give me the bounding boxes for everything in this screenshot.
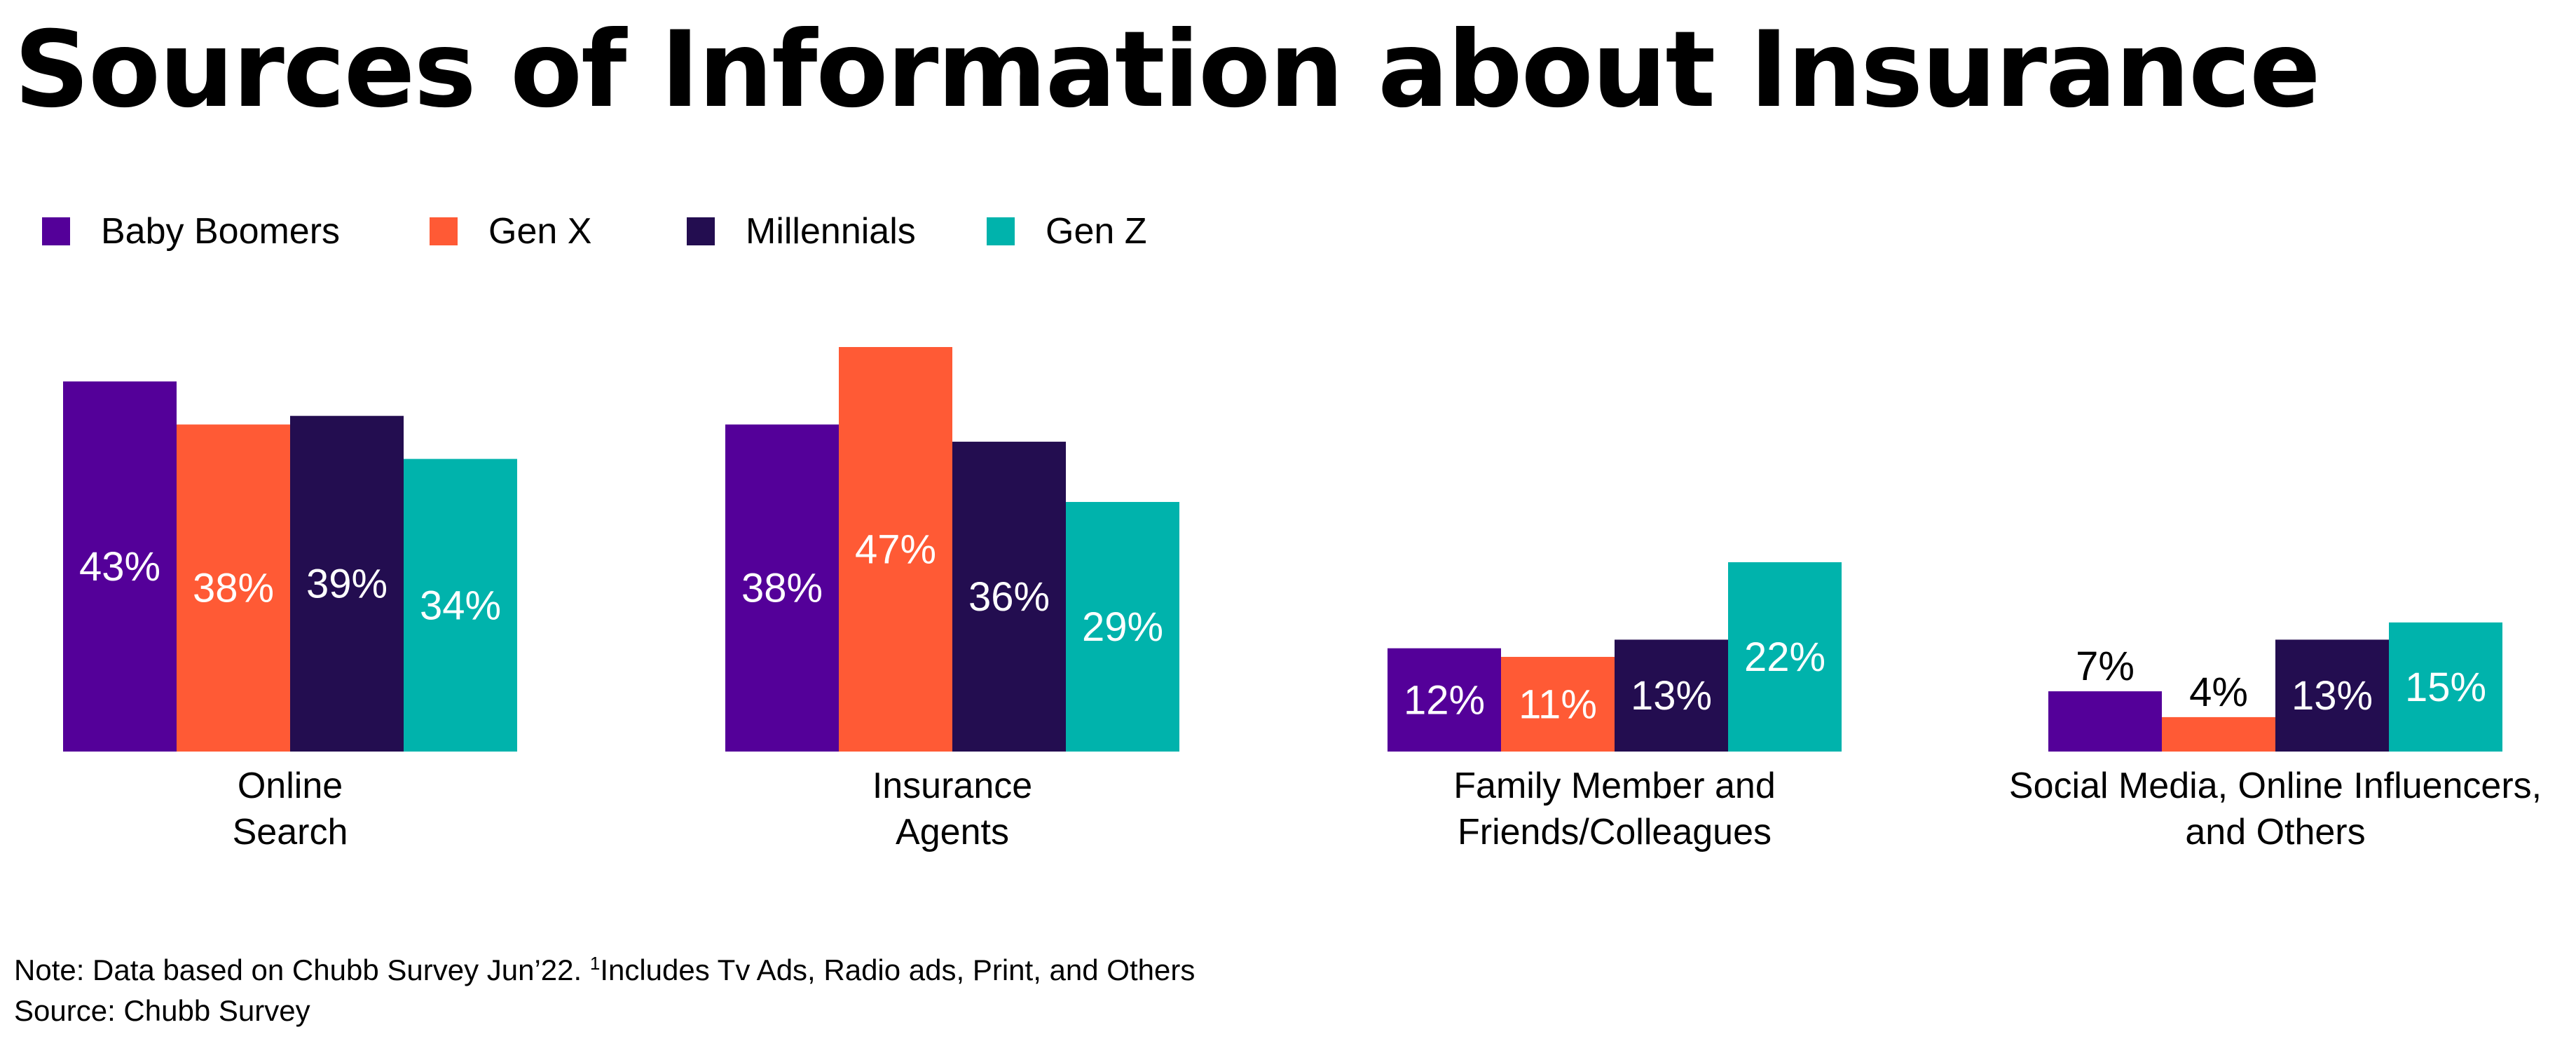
category-label-insurance-agents-line-2: Agents [896,812,1009,853]
bar-social-media-millennials [2275,639,2389,752]
data-label-online-search-gen-x: 38% [193,566,274,611]
data-label-social-media-gen-x: 4% [2189,670,2248,715]
category-label-online-search-line-1: Online [238,766,343,806]
data-label-family-friends-millennials: 13% [1631,673,1712,719]
footnote-note: Note: Data based on Chubb Survey Jun’22.… [14,943,1195,991]
bar-online-search-gen-z [404,459,517,752]
bar-social-media-gen-z [2389,622,2502,752]
legend-swatch-gen-z [987,217,1015,245]
category-label-family-friends-line-1: Family Member and [1453,766,1775,806]
bar-family-friends-gen-x [1501,656,1615,752]
data-label-family-friends-gen-x: 11% [1519,681,1597,727]
bar-social-media-gen-x [2162,716,2275,752]
bar-insurance-agents-baby-boomers [725,424,839,752]
footnote-superscript: 1 [589,953,601,974]
bar-insurance-agents-gen-z [1066,501,1179,752]
legend-label-gen-x: Gen X [488,211,592,252]
bar-insurance-agents-gen-x [839,347,952,752]
data-label-online-search-baby-boomers: 43% [79,544,160,590]
data-label-insurance-agents-millennials: 36% [968,574,1050,620]
data-label-social-media-gen-z: 15% [2405,665,2486,710]
data-label-social-media-millennials: 13% [2291,673,2373,719]
category-label-insurance-agents-line-1: Insurance [872,766,1032,806]
bar-online-search-baby-boomers [63,381,177,752]
category-label-online-search-line-2: Search [233,812,348,853]
footnote: Note: Data based on Chubb Survey Jun’22.… [14,943,1195,1031]
legend-swatch-millennials [687,217,715,245]
legend-swatch-baby-boomers [42,217,70,245]
data-label-online-search-millennials: 39% [306,562,388,607]
legend-swatch-gen-x [430,217,458,245]
bar-family-friends-baby-boomers [1388,648,1501,752]
data-label-social-media-baby-boomers: 7% [2076,644,2135,689]
bar-online-search-millennials [290,416,404,752]
data-label-insurance-agents-baby-boomers: 38% [741,566,823,611]
legend-label-millennials: Millennials [746,211,916,252]
footnote-source: Source: Chubb Survey [14,994,310,1027]
category-label-social-media-line-2: and Others [2185,812,2365,853]
category-label-social-media-line-1: Social Media, Online Influencers, [2009,766,2542,806]
bar-social-media-baby-boomers [2048,691,2162,752]
bar-insurance-agents-millennials [952,442,1066,752]
legend: Baby Boomers Gen X Millennials Gen Z [42,203,1233,259]
bar-online-search-gen-x [177,424,290,752]
data-label-insurance-agents-gen-x: 47% [855,527,936,573]
legend-label-baby-boomers: Baby Boomers [101,211,341,252]
data-label-family-friends-baby-boomers: 12% [1404,677,1485,723]
footnote-note-suffix: Includes Tv Ads, Radio ads, Print, and O… [600,953,1195,986]
category-label-family-friends-line-2: Friends/Colleagues [1458,812,1772,853]
bar-family-friends-millennials [1615,639,1728,752]
data-label-family-friends-gen-z: 22% [1744,634,1825,680]
bar-family-friends-gen-z [1728,562,1842,752]
legend-label-gen-z: Gen Z [1046,211,1147,252]
bar-chart: 43% 38% 39% 34% Online Search 38% 47% 36% 29% Insu… [63,347,2542,853]
chart-title: Sources of Information about Insurance [14,9,2321,131]
data-label-online-search-gen-z: 34% [420,583,501,628]
data-label-insurance-agents-gen-z: 29% [1082,604,1163,650]
footnote-note-prefix: Note: Data based on Chubb Survey Jun’22. [14,953,590,986]
